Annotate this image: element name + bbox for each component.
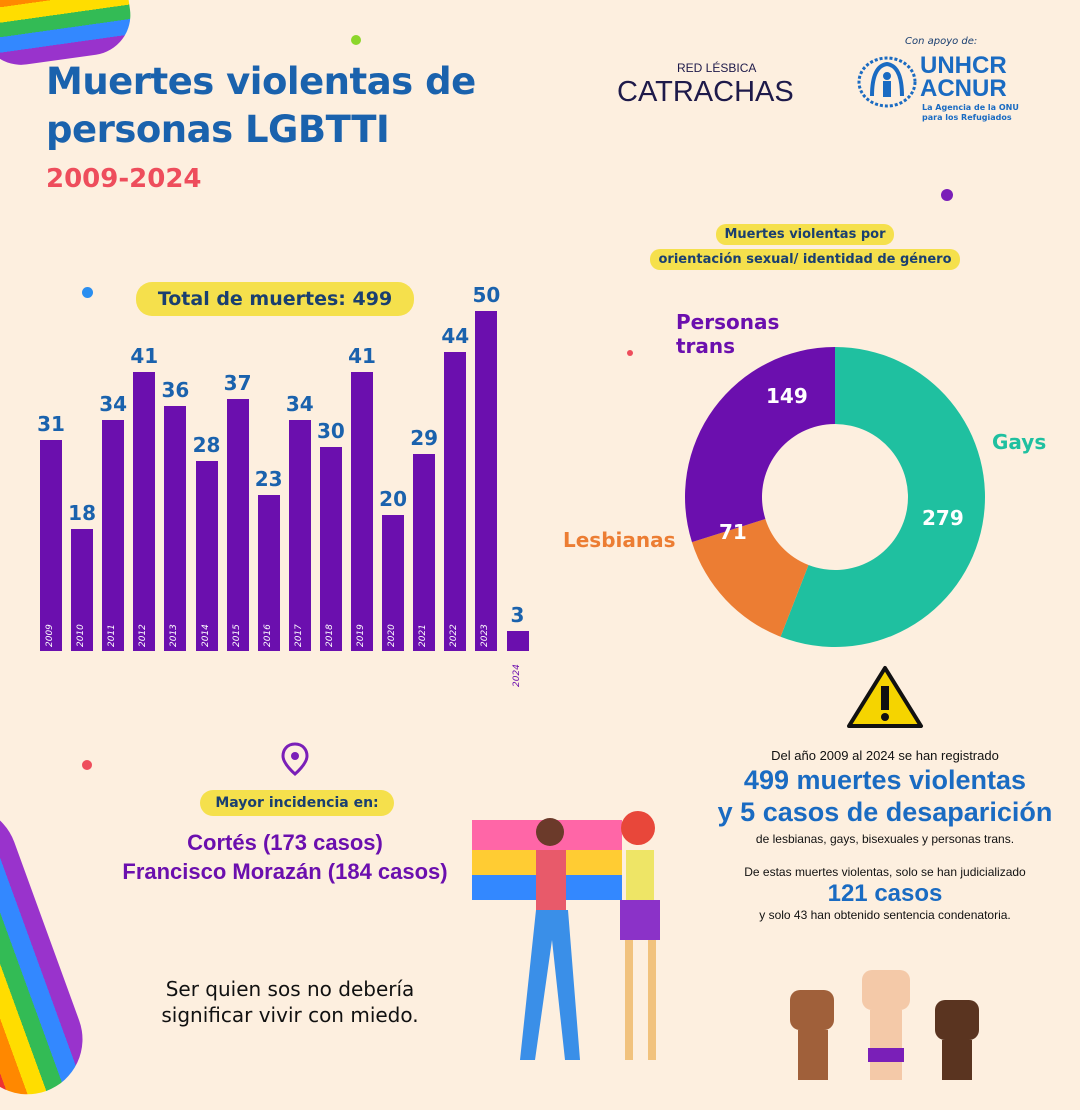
bar-year-label: 2014	[200, 624, 211, 647]
bar-year-label: 2009	[45, 624, 55, 647]
bar-year-label: 2021	[418, 624, 429, 647]
bar-year-label: 2022	[449, 624, 460, 647]
donut-slice-gays	[780, 347, 985, 647]
label-lesbianas: Lesbianas	[563, 528, 676, 552]
donut-slice-personas-trans	[685, 347, 835, 543]
slogan: Ser quien sos no debería significar vivir…	[161, 977, 419, 1027]
label-gays: Gays	[992, 430, 1047, 454]
decor-dot	[627, 350, 633, 356]
page-title: Muertes violentas de personas LGBTTI	[46, 60, 476, 151]
bar-2013	[164, 406, 187, 651]
bar-value-label: 23	[254, 466, 283, 491]
bar-2012	[133, 372, 156, 651]
bar-year-label: 2011	[107, 624, 118, 647]
bar-2020	[382, 515, 405, 651]
bar-value-label: 3	[510, 602, 525, 627]
people-illustration	[472, 811, 660, 1060]
donut-chart-title: Muertes violentas por orientación sexual/…	[640, 222, 970, 272]
location-pin-icon	[281, 742, 309, 776]
summary-highlight: 121 casos	[827, 880, 943, 907]
bar-value-label: 50	[472, 283, 501, 307]
bar-2016	[257, 494, 280, 651]
summary-highlight: 499 muertes violentas	[743, 765, 1027, 795]
bar-value-label: 29	[410, 425, 439, 450]
bar-year-label: 2010	[76, 624, 87, 647]
decor-dot	[82, 287, 93, 298]
unhcr-logo: UNHCR ACNUR	[920, 52, 1007, 102]
value-lesbianas: 71	[719, 520, 747, 544]
bar-year-label: 2016	[262, 624, 273, 647]
bar-value-label: 28	[192, 432, 221, 457]
bar-2011	[102, 419, 125, 651]
bar-value-label: 30	[316, 419, 345, 443]
label-trans: Personas trans	[676, 310, 780, 358]
bar-value-label: 41	[348, 344, 376, 369]
bar-value-label: 31	[37, 412, 65, 437]
unhcr-subtitle: La Agencia de la ONU para los Refugiados	[922, 103, 1019, 122]
bar-value-label: 18	[68, 500, 97, 525]
bar-value-label: 20	[379, 487, 408, 511]
bar-2015	[226, 399, 249, 651]
bar-2024	[506, 630, 529, 651]
summary: Del año 2009 al 2024 se han registrado 4…	[690, 748, 1080, 923]
unhcr-emblem-icon	[857, 56, 917, 108]
summary-line: De estas muertes violentas, solo se han …	[744, 865, 1026, 879]
raised-fists-illustration	[790, 970, 979, 1080]
decor-dot	[82, 760, 92, 770]
incidence-label: Mayor incidencia en:	[200, 790, 394, 816]
warning-icon	[847, 666, 923, 728]
bar-2014	[195, 460, 218, 651]
bar-2009	[40, 440, 62, 651]
summary-line: Del año 2009 al 2024 se han registrado	[771, 748, 999, 763]
bar-year-label: 2017	[293, 624, 304, 647]
summary-line: y solo 43 han obtenido sentencia condena…	[759, 908, 1011, 922]
bar-year-label: 2013	[169, 624, 180, 647]
bar-value-label: 34	[285, 391, 314, 416]
bar-value-label: 44	[441, 323, 470, 348]
decor-dot	[351, 35, 361, 45]
donut-chart	[685, 347, 985, 647]
catrachas-logo: RED LÉSBICA CATRACHAS	[617, 61, 794, 109]
bar-2023	[475, 311, 498, 651]
support-label: Con apoyo de:	[905, 36, 978, 47]
bar-value-label: 34	[99, 391, 128, 416]
bar-2018	[319, 447, 342, 651]
bar-year-label: 2015	[231, 624, 242, 647]
bar-chart-title: Total de muertes: 499	[136, 282, 414, 316]
summary-line: de lesbianas, gays, bisexuales y persona…	[755, 832, 1015, 846]
bar-year-label: 2019	[356, 624, 366, 647]
bar-2022	[444, 351, 467, 651]
summary-highlight: y 5 casos de desaparición	[717, 797, 1053, 827]
bar-2017	[288, 419, 311, 651]
bar-value-label: 41	[130, 344, 159, 369]
decor-dot	[941, 189, 953, 201]
bar-value-label: 36	[161, 378, 190, 403]
year-range: 2009-2024	[46, 164, 202, 194]
bar-year-label: 2024	[511, 664, 522, 687]
bar-year-label: 2012	[138, 624, 149, 647]
bar-year-label: 2020	[387, 624, 398, 647]
bar-year-label: 2018	[324, 624, 335, 647]
bar-year-label: 2023	[480, 624, 491, 647]
donut-slice-lesbianas	[691, 518, 809, 637]
value-gays: 279	[922, 506, 964, 530]
bar-2010	[71, 528, 94, 651]
bar-2019	[351, 372, 373, 651]
bar-2021	[413, 453, 436, 651]
incidence-places: Cortés (173 casos) Francisco Morazán (184…	[122, 830, 448, 884]
value-trans: 149	[766, 384, 808, 408]
bar-value-label: 37	[223, 371, 252, 396]
